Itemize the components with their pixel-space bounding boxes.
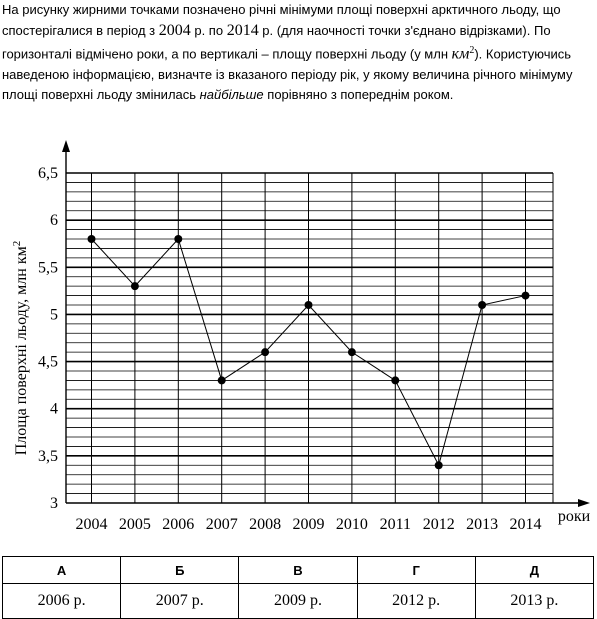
- x-axis-arrow: [578, 499, 590, 507]
- answer-option-h[interactable]: 2012 р.: [356, 583, 476, 619]
- question-part-5: порівняно з попереднім роком.: [263, 87, 454, 103]
- y-tick-label: 5: [50, 306, 58, 323]
- question-year-to: 2014: [226, 21, 259, 39]
- x-tick-label: 2005: [119, 516, 151, 533]
- x-tick-label: 2012: [423, 516, 455, 533]
- answer-header-row: А Б В Г Д: [1, 556, 595, 584]
- answer-letter-h: Г: [356, 556, 476, 584]
- answer-option-a[interactable]: 2006 р.: [1, 583, 122, 619]
- data-point: [217, 376, 226, 385]
- data-point: [434, 461, 443, 470]
- data-point: [174, 235, 183, 243]
- data-point: [391, 376, 400, 385]
- question-part-1: На рисунку жирними точками позначено річ…: [2, 2, 561, 38]
- question-text: На рисунку жирними точками позначено річ…: [2, 0, 594, 106]
- x-tick-label: 2011: [380, 516, 411, 533]
- x-axis-label: роки: [558, 508, 591, 525]
- data-point: [478, 301, 487, 309]
- answer-letter-b: Б: [120, 556, 240, 584]
- chart-series: [87, 235, 530, 470]
- x-tick-label: 2014: [510, 516, 542, 533]
- answer-letter-d: Д: [474, 556, 595, 584]
- x-tick-label: 2006: [162, 516, 194, 533]
- question-emphasis: найбільше: [199, 87, 264, 103]
- data-point: [304, 301, 313, 309]
- question-unit: км: [451, 45, 470, 63]
- y-axis-arrow: [62, 140, 70, 152]
- data-point: [87, 235, 96, 243]
- question-part-4: ). Користуючись наведеною інформацією, в…: [2, 46, 573, 103]
- data-point: [261, 348, 270, 357]
- y-axis-label-power: 2: [11, 241, 23, 247]
- answer-option-v[interactable]: 2009 р.: [238, 583, 358, 619]
- chart-axes: [62, 140, 590, 507]
- question-unit-power: 2: [469, 45, 475, 56]
- answer-letter-v: В: [238, 556, 358, 584]
- chart-grid: [66, 172, 554, 503]
- answer-option-row: 2006 р. 2007 р. 2009 р. 2012 р. 2013 р.: [1, 583, 595, 619]
- x-tick-label: 2009: [293, 516, 325, 533]
- data-point: [521, 291, 530, 300]
- data-point: [347, 348, 356, 357]
- x-tick-label: 2007: [206, 516, 238, 533]
- x-tick-label: 2008: [249, 516, 281, 533]
- answer-option-b[interactable]: 2007 р.: [120, 583, 240, 619]
- x-tick-label: 2013: [466, 516, 498, 533]
- y-tick-label: 3,5: [38, 448, 58, 465]
- y-axis-label: Площа поверхні льоду, млн км2: [11, 241, 30, 456]
- question-year-from: 2004: [158, 21, 191, 39]
- x-tick-label: 2010: [336, 516, 368, 533]
- answer-option-d[interactable]: 2013 р.: [474, 583, 595, 619]
- chart-labels: 3 3,5 4 4,5 5 5,5 6 6,5 2004 2005 2006 2007 2008 2009…: [11, 165, 591, 533]
- y-tick-label: 3: [50, 495, 58, 512]
- data-point: [130, 282, 139, 291]
- answer-letter-a: А: [1, 556, 122, 584]
- y-tick-label: 5,5: [38, 259, 58, 276]
- question-part-2: р. по: [190, 22, 227, 38]
- x-tick-label: 2004: [76, 516, 108, 533]
- y-tick-label: 6: [50, 212, 58, 229]
- question-part-3: р. (для наочності точки з'єднано відрізк…: [2, 22, 551, 62]
- y-tick-label: 4: [50, 401, 58, 418]
- y-tick-label: 4,5: [38, 354, 58, 371]
- ice-area-chart: 3 3,5 4 4,5 5 5,5 6 6,5 2004 2005 2006 2007 2008 2009…: [11, 140, 591, 533]
- y-tick-label: 6,5: [38, 165, 58, 182]
- answer-table: А Б В Г Д 2006 р. 2007 р. 2009 р. 2012 р…: [1, 556, 595, 619]
